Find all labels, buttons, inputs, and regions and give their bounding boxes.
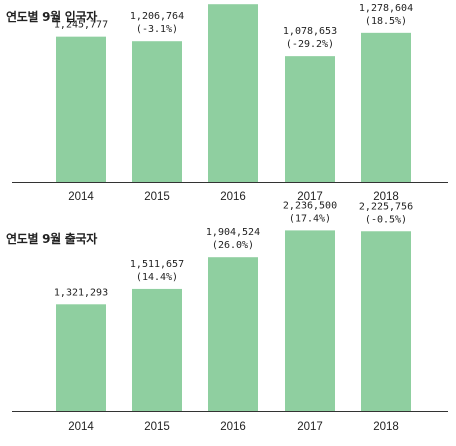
change-label: (14.4%) [136,272,178,283]
x-tick-label: 2014 [68,191,94,203]
data-label: 1,321,293 [54,287,108,298]
x-tick-label: 2018 [373,421,399,433]
bar [361,231,411,411]
departures-chart-svg: 1,321,293 2014 1,511,657 (14.4%) 2015 1,904,5… [12,200,448,433]
data-label: 2,236,500 [283,200,337,211]
chart-title: 연도별 9월 출국자 [6,232,97,246]
change-label: (17.4%) [289,213,331,224]
bar [132,41,182,183]
x-tick-label: 2015 [144,191,170,203]
bar [208,4,258,182]
x-tick-label: 2015 [144,421,170,433]
x-tick-label: 2014 [68,421,94,433]
x-tick-label: 2016 [220,421,246,433]
data-label: 1,511,657 [130,259,184,270]
x-tick-label: 2017 [297,191,323,203]
bar [56,36,106,183]
x-tick-label: 2017 [297,421,323,433]
data-label: 1,078,653 [283,26,337,37]
change-label: (26.0%) [212,240,254,251]
bar [56,304,106,411]
entrants-chart: 연도별 9월 입국자 1,245,777 2014 1,206,764 (-3.1%)… [0,0,456,215]
entrants-chart-svg: 1,245,77720141,206,764(-3.1%)20151,523,9… [12,3,448,203]
data-label: 1,278,604 [359,3,413,14]
bar [208,257,258,411]
data-label: 1,904,524 [206,227,260,238]
change-label: (18.5%) [365,16,407,27]
bar [132,288,182,411]
x-tick-label: 2016 [220,191,246,203]
data-label: 2,225,756 [359,201,413,212]
bar [285,56,335,182]
chart-title: 연도별 9월 입국자 [6,10,97,24]
bar [361,32,411,183]
departures-chart: 연도별 9월 출국자 1,321,293 2014 1,511,657 (14.4%)… [0,200,456,446]
change-label: (-29.2%) [286,39,334,50]
change-label: (-0.5%) [365,214,407,225]
data-label: 1,245,777 [54,20,108,31]
change-label: (-3.1%) [136,24,178,35]
bar [285,230,335,411]
x-tick-label: 2018 [373,191,399,203]
data-label: 1,206,764 [130,11,184,22]
